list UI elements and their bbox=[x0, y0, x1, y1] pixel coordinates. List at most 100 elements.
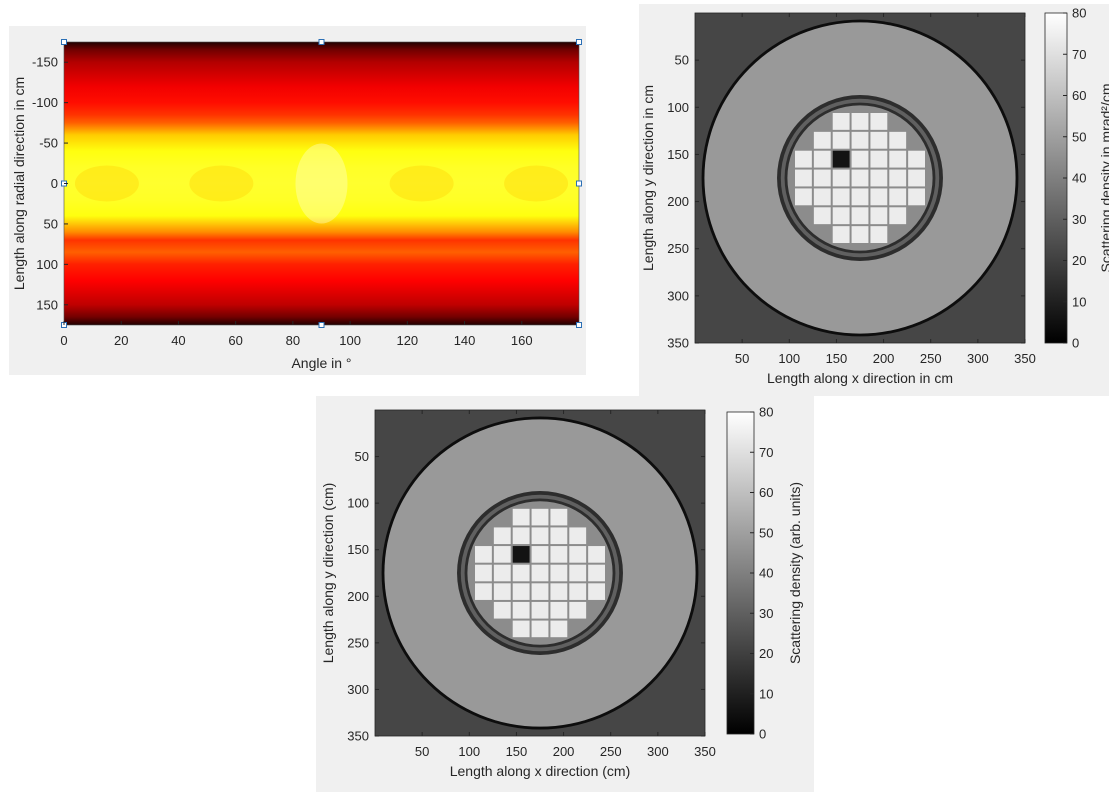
colorbar-tick-label: 70 bbox=[1072, 47, 1086, 62]
y-axis-label: Length along y direction in cm bbox=[640, 85, 656, 271]
axes-box bbox=[374, 409, 706, 737]
material-block bbox=[569, 564, 587, 582]
axes-box bbox=[694, 12, 1026, 344]
x-tick-label: 20 bbox=[114, 333, 128, 348]
x-tick-label: 350 bbox=[1014, 351, 1036, 366]
material-block bbox=[795, 150, 812, 168]
colorbar-tick-label: 10 bbox=[759, 686, 773, 701]
material-block bbox=[588, 546, 605, 563]
material-block bbox=[851, 207, 869, 225]
sinogram-image bbox=[64, 42, 579, 325]
reconstruction-panel-1: 50 100 150 200 250 300 350 50 100 150 200 250 300 350… bbox=[639, 4, 1109, 396]
colorbar-tick-label: 30 bbox=[1072, 212, 1086, 227]
selection-handle bbox=[318, 39, 325, 45]
selection-handle bbox=[576, 180, 582, 187]
y-tick-label: 250 bbox=[667, 241, 689, 256]
colorbar-tick-label: 0 bbox=[759, 727, 766, 742]
y-tick-label: 200 bbox=[347, 589, 369, 604]
material-block bbox=[813, 150, 831, 168]
x-tick-label: 50 bbox=[735, 351, 749, 366]
material-block bbox=[493, 546, 511, 563]
material-block bbox=[550, 527, 568, 545]
x-tick-label: 250 bbox=[920, 351, 942, 366]
y-tick-label: 50 bbox=[675, 53, 689, 68]
x-tick-label: 60 bbox=[228, 333, 242, 348]
material-block bbox=[832, 188, 850, 206]
x-tick-label: 300 bbox=[967, 351, 989, 366]
material-block bbox=[832, 207, 850, 225]
material-block bbox=[512, 583, 530, 600]
material-block bbox=[813, 131, 831, 149]
material-block bbox=[851, 169, 869, 187]
x-tick-label: 200 bbox=[873, 351, 895, 366]
material-block bbox=[870, 226, 888, 243]
cavity-block bbox=[512, 546, 530, 563]
material-block bbox=[889, 207, 907, 225]
y-tick-label: 300 bbox=[347, 682, 369, 697]
sinogram-panel: 0 20 40 60 80 100 120 140 160 -150 -100 -50 0 50 100 15… bbox=[9, 26, 586, 375]
x-tick-label: 40 bbox=[171, 333, 185, 348]
material-block bbox=[889, 131, 907, 149]
material-block bbox=[908, 188, 925, 206]
material-block bbox=[531, 527, 549, 545]
material-block bbox=[531, 583, 549, 600]
x-tick-label: 100 bbox=[778, 351, 800, 366]
reconstruction-panel-2: 50 100 150 200 250 300 350 50 100 150 200 250 300 350… bbox=[316, 396, 814, 792]
x-tick-label: 160 bbox=[511, 333, 533, 348]
x-tick-label: 100 bbox=[339, 333, 361, 348]
y-tick-label: 150 bbox=[667, 147, 689, 162]
x-tick-label: 300 bbox=[647, 744, 669, 759]
material-block bbox=[493, 527, 511, 545]
material-block bbox=[795, 188, 812, 206]
cavity-block bbox=[832, 150, 850, 168]
sinogram-feature bbox=[74, 165, 139, 202]
material-block bbox=[475, 546, 492, 563]
colorbar-tick-label: 30 bbox=[759, 606, 773, 621]
material-block bbox=[889, 188, 907, 206]
colorbar-tick-label: 80 bbox=[759, 405, 773, 420]
colorbar-tick-label: 50 bbox=[1072, 129, 1086, 144]
material-block bbox=[889, 169, 907, 187]
y-axis-label: Length along y direction (cm) bbox=[320, 483, 336, 664]
y-tick-label: 0 bbox=[51, 176, 58, 191]
material-block bbox=[832, 226, 850, 243]
colorbar-tick-label: 70 bbox=[759, 445, 773, 460]
y-axis-label: Length along radial direction in cm bbox=[11, 77, 27, 290]
material-block bbox=[475, 583, 492, 600]
x-tick-label: 140 bbox=[454, 333, 476, 348]
x-tick-label: 0 bbox=[60, 333, 67, 348]
material-block bbox=[531, 546, 549, 563]
material-block bbox=[870, 113, 888, 130]
y-tick-label: 300 bbox=[667, 288, 689, 303]
colorbar-tick-label: 60 bbox=[759, 485, 773, 500]
y-tick-label: 150 bbox=[347, 542, 369, 557]
material-block bbox=[832, 131, 850, 149]
colorbar-tick-label: 60 bbox=[1072, 88, 1086, 103]
x-tick-label: 350 bbox=[694, 744, 716, 759]
reconstruction-image bbox=[375, 410, 705, 736]
material-block bbox=[870, 207, 888, 225]
x-tick-label: 80 bbox=[286, 333, 300, 348]
y-tick-label: -50 bbox=[39, 136, 58, 151]
material-block bbox=[531, 508, 549, 526]
reconstruction-chart-1: 50 100 150 200 250 300 35050100150200250300350… bbox=[640, 6, 1109, 387]
x-axis-label: Length along x direction in cm bbox=[767, 370, 953, 386]
selection-handle bbox=[61, 39, 67, 45]
x-tick-label: 100 bbox=[458, 744, 480, 759]
selection-handle bbox=[318, 322, 325, 328]
y-tick-label: 200 bbox=[667, 194, 689, 209]
material-block bbox=[813, 207, 831, 225]
y-tick-label: 100 bbox=[347, 496, 369, 511]
material-block bbox=[550, 508, 568, 526]
material-block bbox=[475, 564, 492, 582]
material-block bbox=[493, 564, 511, 582]
colorbar-tick-label: 20 bbox=[759, 646, 773, 661]
x-tick-label: 120 bbox=[396, 333, 418, 348]
material-block bbox=[832, 113, 850, 130]
material-block bbox=[795, 169, 812, 187]
material-block bbox=[493, 583, 511, 600]
material-block bbox=[851, 188, 869, 206]
material-block bbox=[588, 583, 605, 600]
material-block bbox=[870, 131, 888, 149]
x-axis-label: Angle in ° bbox=[291, 355, 351, 371]
